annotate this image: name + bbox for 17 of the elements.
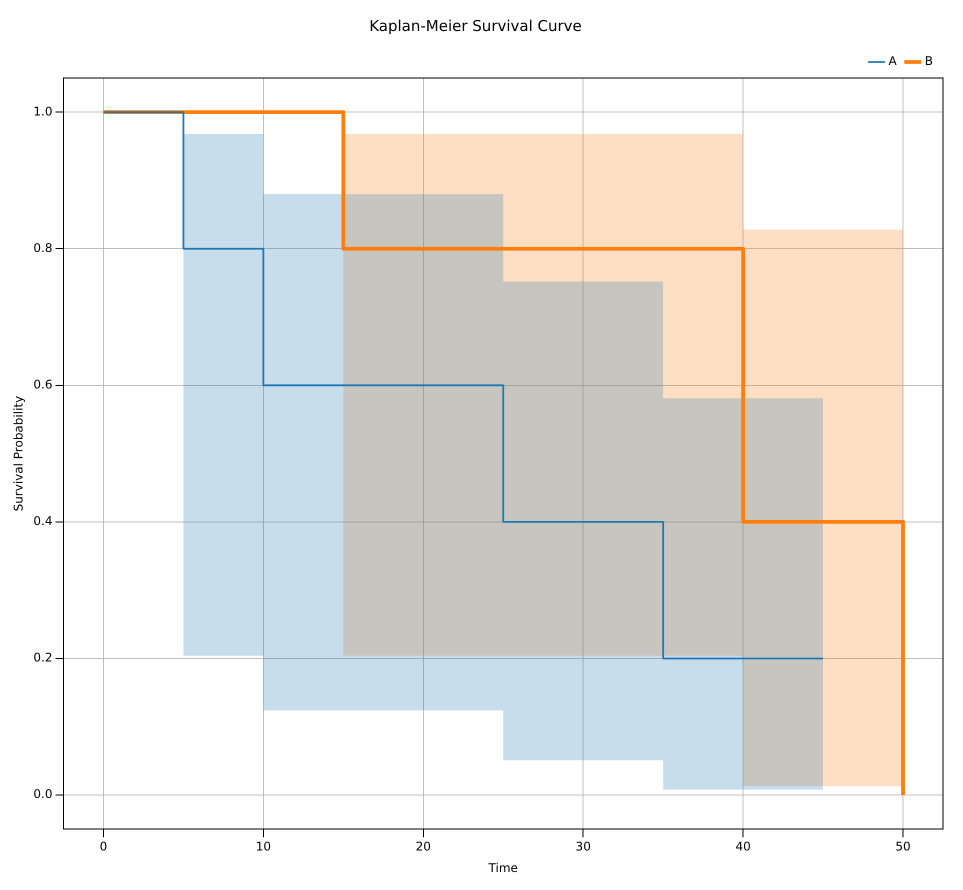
x-tick-label: 50	[895, 840, 911, 854]
y-axis-title: Survival Probability	[11, 396, 26, 512]
y-tick-label: 0.0	[33, 787, 52, 802]
x-tick-label: 30	[576, 840, 591, 854]
y-tick-label: 0.8	[33, 240, 52, 255]
y-tick-label: 0.4	[33, 514, 52, 528]
x-tick-label: 0	[100, 840, 108, 854]
x-tick-label: 20	[416, 840, 431, 854]
x-axis-title: Time	[488, 860, 518, 875]
legend-label: B	[924, 54, 933, 68]
y-tick-label: 0.6	[33, 377, 52, 392]
x-tick-label: 10	[256, 840, 272, 854]
y-tick-label: 1.0	[33, 104, 52, 118]
y-tick-label: 0.2	[33, 650, 52, 665]
legend-label: A	[888, 54, 898, 68]
chart-title: Kaplan-Meier Survival Curve	[369, 16, 582, 35]
x-tick-label: 40	[735, 840, 751, 854]
